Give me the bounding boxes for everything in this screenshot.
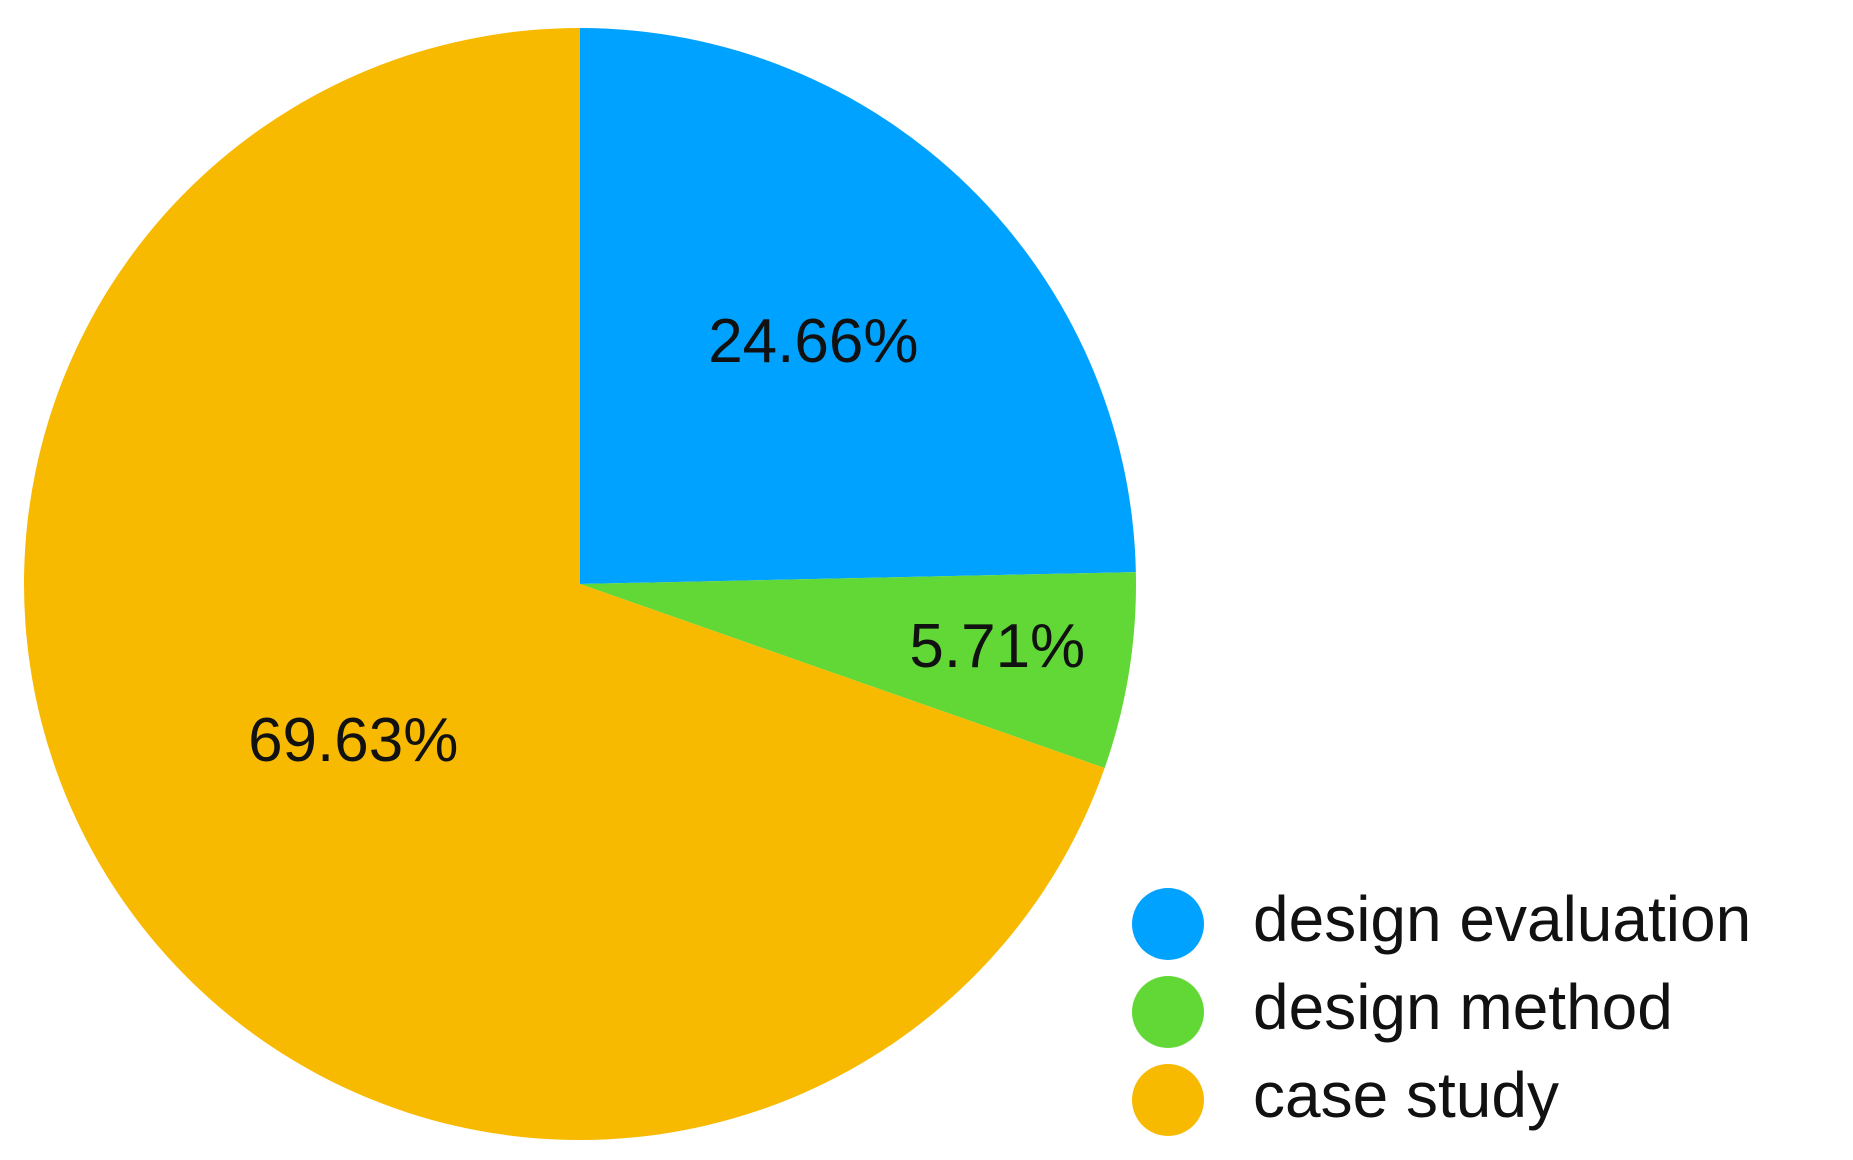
legend-swatch [1132, 1064, 1204, 1136]
legend-label: design evaluation [1253, 883, 1751, 955]
legend-swatch [1132, 976, 1204, 1048]
pie-slice [580, 28, 1136, 584]
value-label: 69.63% [248, 706, 458, 775]
pie-slice [24, 28, 1105, 1141]
pie-slice [580, 572, 1136, 769]
legend-label: case study [1253, 1059, 1559, 1131]
legend-label: design method [1253, 971, 1673, 1043]
value-label: 24.66% [708, 307, 918, 376]
value-label: 5.71% [909, 612, 1085, 681]
legend-swatch [1132, 888, 1204, 960]
